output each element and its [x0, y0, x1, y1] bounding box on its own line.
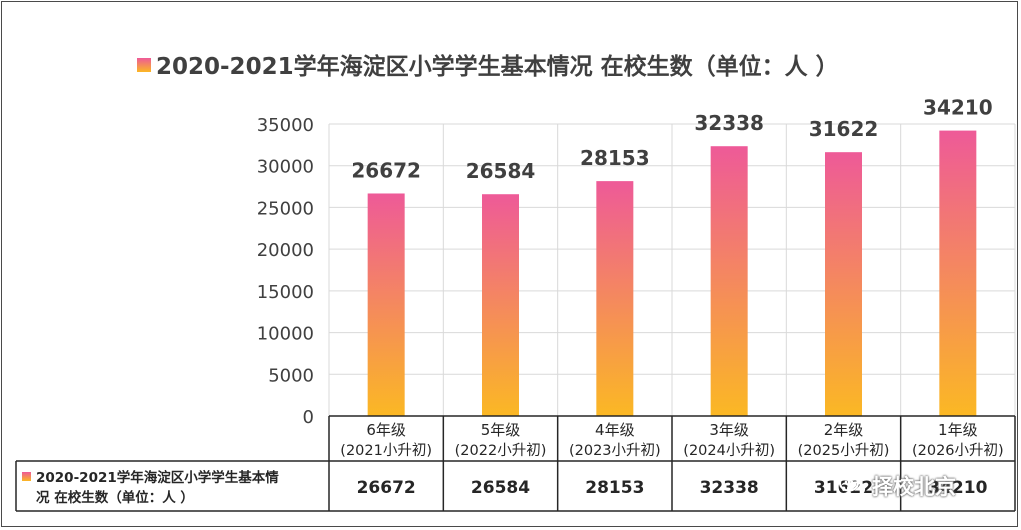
y-tick-label: 25000	[257, 198, 314, 219]
table-legend-swatch	[22, 472, 31, 481]
y-tick-label: 35000	[257, 115, 314, 136]
category-sublabel: (2023小升初)	[569, 442, 661, 459]
table-value: 32338	[700, 478, 759, 498]
category-sublabel: (2025小升初)	[798, 442, 890, 459]
data-labels: 26672 26584 28153 32338 31622 34210	[351, 96, 992, 184]
data-label: 32338	[694, 111, 764, 135]
title-legend-swatch	[137, 58, 151, 72]
watermark-text: 择校北京	[872, 475, 956, 499]
table-value: 34210	[928, 478, 987, 498]
bar	[367, 193, 405, 416]
y-tick-label: 20000	[257, 240, 314, 261]
data-label: 28153	[580, 146, 650, 170]
table-value: 26672	[357, 478, 416, 498]
table-value: 28153	[585, 478, 644, 498]
chart-title-text: 2020-2021学年海淀区小学学生基本情况 在校生数（单位：人 ）	[156, 53, 839, 80]
category-label: 6年级	[366, 421, 406, 439]
table-legend-label: 2020-2021学年海淀区小学学生基本情	[36, 469, 279, 486]
bar	[596, 181, 634, 416]
data-label: 26584	[466, 159, 536, 183]
bar	[939, 130, 977, 416]
category-sublabel: (2022小升初)	[455, 442, 547, 459]
y-tick-label: 0	[303, 407, 314, 428]
data-table: 6年级 (2021小升初) 5年级 (2022小升初) 4年级 (2023小升初) 3年级 (…	[15, 415, 1016, 512]
y-axis-ticks: 0 5000 10000 15000 20000 25000 30000 35000	[257, 115, 314, 428]
data-label: 31622	[809, 117, 879, 141]
bar	[710, 146, 748, 416]
y-tick-label: 15000	[257, 282, 314, 303]
data-label: 26672	[351, 158, 421, 182]
y-tick-label: 5000	[268, 365, 314, 386]
data-label: 34210	[923, 96, 993, 120]
watermark: 择校北京	[838, 468, 1008, 504]
grid-lines	[328, 123, 1016, 416]
category-sublabel: (2026小升初)	[912, 442, 1004, 459]
category-sublabel: (2024小升初)	[683, 442, 775, 459]
category-label: 3年级	[709, 421, 749, 439]
category-sublabel: (2021小升初)	[340, 442, 432, 459]
bars	[367, 130, 977, 416]
bar	[482, 194, 519, 416]
bar	[825, 152, 862, 416]
category-label: 5年级	[481, 421, 521, 439]
category-label: 4年级	[595, 421, 635, 439]
wechat-icon	[838, 472, 866, 500]
category-label: 1年级	[938, 421, 978, 439]
category-label: 2年级	[824, 421, 864, 439]
y-tick-label: 30000	[257, 157, 314, 178]
chart-title: 2020-2021学年海淀区小学学生基本情况 在校生数（单位：人 ）	[137, 53, 839, 80]
table-legend-label: 况 在校生数（单位：人 ）	[36, 489, 194, 506]
table-value: 26584	[471, 478, 530, 498]
y-tick-label: 10000	[257, 324, 314, 345]
